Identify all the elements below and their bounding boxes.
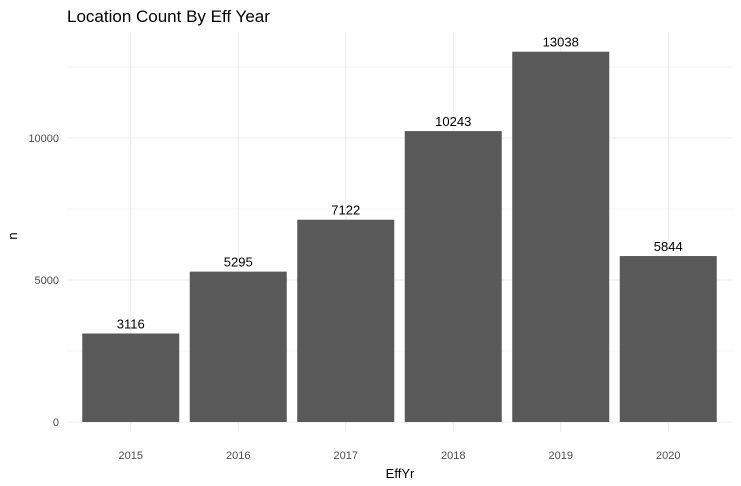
y-tick-label: 0 — [53, 417, 59, 429]
x-axis-ticks: 2015 2016 2017 2018 2019 2020 — [119, 450, 681, 462]
x-tick-label: 2016 — [226, 450, 250, 462]
x-tick-label: 2018 — [441, 450, 465, 462]
y-axis-title: n — [5, 232, 20, 239]
x-axis-title: EffYr — [386, 466, 415, 481]
bar-2015 — [82, 333, 180, 422]
x-tick-label: 2015 — [119, 450, 143, 462]
y-tick-label: 5000 — [35, 275, 59, 287]
bar-label-2019: 13038 — [543, 35, 579, 50]
y-tick-label: 10000 — [28, 133, 59, 145]
bar-label-2017: 7122 — [331, 203, 360, 218]
bar-label-2020: 5844 — [654, 239, 683, 254]
bar-2018 — [404, 131, 502, 422]
bar-label-2018: 10243 — [435, 114, 471, 129]
y-axis-ticks: 0 5000 10000 — [28, 133, 59, 429]
bar-2019 — [512, 51, 610, 423]
bar-label-2015: 3116 — [117, 317, 145, 332]
bars — [82, 51, 717, 423]
bar-2016 — [189, 271, 287, 422]
x-tick-label: 2019 — [549, 450, 573, 462]
bar-value-labels: 3116 5295 7122 10243 13038 5844 — [117, 35, 683, 332]
x-tick-label: 2020 — [656, 450, 680, 462]
bar-2017 — [297, 219, 395, 422]
bar-2020 — [619, 256, 717, 422]
bar-label-2016: 5295 — [224, 255, 253, 270]
x-tick-label: 2017 — [334, 450, 358, 462]
chart-title: Location Count By Eff Year — [67, 7, 270, 26]
